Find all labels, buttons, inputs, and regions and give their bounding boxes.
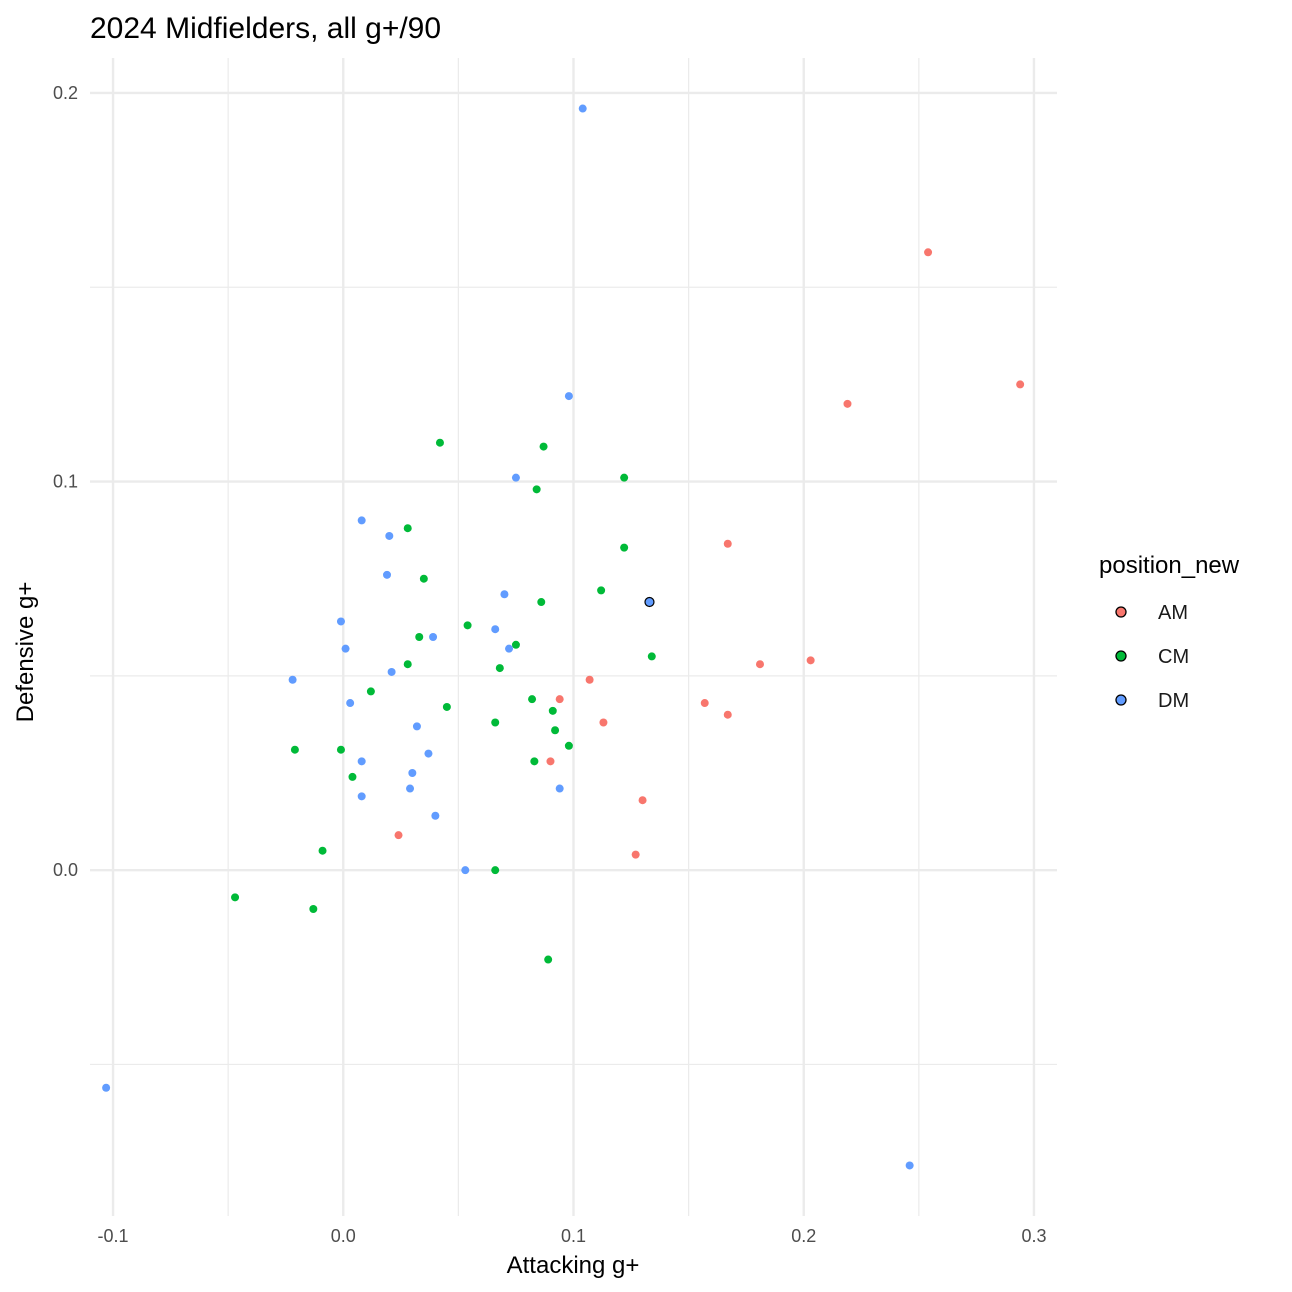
data-point-cm [348,772,357,781]
data-point-cm [231,893,240,902]
data-point-dm [387,667,396,676]
data-point-cm [564,741,573,750]
data-point-am [723,710,732,719]
y-tick-labels: 0.0 0.1 0.2 [53,83,78,880]
data-point-dm [357,516,366,525]
data-point-cm [597,586,606,595]
data-point-dm [424,749,433,758]
y-tick-label: 0.1 [53,472,78,492]
highlighted-point [644,596,655,608]
data-point-dm [564,392,573,401]
data-point-dm [431,811,440,820]
y-tick-label: 0.0 [53,860,78,880]
data-point-dm [408,769,417,778]
data-point-am [755,660,764,669]
data-point-cm [309,905,318,914]
data-point-cm [366,687,375,696]
y-axis-title: Defensive g+ [12,582,39,723]
data-point-dm [357,792,366,801]
data-point-am [546,757,555,766]
data-point-cm [647,652,656,661]
data-point-cm [537,598,546,607]
x-axis-title: Attacking g+ [507,1252,640,1279]
data-point-am [631,850,640,859]
data-point-dm [346,699,355,708]
data-point-dm [412,722,421,731]
data-point-cm [491,718,500,727]
data-point-cm [620,473,629,482]
y-tick-label: 0.2 [53,83,78,103]
x-tick-label: -0.1 [98,1226,129,1246]
data-point-dm [341,644,350,653]
data-point-cm [539,442,548,451]
grid-major [90,58,1057,1216]
data-point-cm [403,524,412,533]
data-point-am [700,699,709,708]
data-point-cm [419,574,428,583]
x-tick-label: 0.0 [331,1226,356,1246]
data-point-dm [578,104,587,113]
data-point-cm [548,706,557,715]
data-point-cm [495,664,504,673]
x-tick-label: 0.1 [561,1226,586,1246]
data-point-dm [500,590,509,599]
x-tick-label: 0.3 [1021,1226,1046,1246]
data-point-dm [511,473,520,482]
data-points [102,104,1025,1170]
data-point-cm [620,543,629,552]
data-point-dm [383,570,392,579]
data-point-cm [551,726,560,735]
data-point-cm [318,846,327,855]
data-point-cm [528,695,537,704]
legend-key-dm [1115,694,1127,706]
data-point-dm [555,784,564,793]
data-point-cm [442,702,451,711]
data-point-dm [357,757,366,766]
data-point-am [1016,380,1025,389]
legend-key-am [1115,606,1127,618]
data-point-dm [288,675,297,684]
data-point-dm [491,625,500,634]
data-point-dm [905,1161,914,1170]
data-point-cm [463,621,472,630]
data-point-am [843,399,852,408]
data-point-cm [544,955,553,964]
data-point-cm [511,640,520,649]
data-point-am [924,248,933,257]
data-point-cm [530,757,539,766]
data-point-am [599,718,608,727]
legend-label-cm: CM [1158,646,1189,668]
data-point-dm [336,617,345,626]
legend-label-am: AM [1158,602,1188,624]
data-point-cm [290,745,299,754]
data-point-cm [415,633,424,641]
legend: position_new AM CM DM [1099,552,1240,712]
data-point-dm [429,633,438,641]
x-tick-labels: -0.1 0.0 0.1 0.2 0.3 [98,1226,1047,1246]
data-point-am [394,831,403,840]
data-point-dm [385,531,394,540]
data-point-am [723,539,732,548]
data-point-dm [461,866,470,875]
data-point-am [555,695,564,704]
legend-title: position_new [1099,552,1240,579]
data-point-cm [532,485,541,494]
data-point-cm [491,866,500,875]
data-point-cm [435,438,444,447]
x-tick-label: 0.2 [791,1226,816,1246]
data-point-dm [406,784,415,793]
legend-label-dm: DM [1158,690,1189,712]
data-point-am [585,675,594,684]
data-point-cm [336,745,345,754]
legend-key-cm [1115,650,1127,662]
data-point-cm [403,660,412,669]
data-point-am [638,796,647,805]
chart-title: 2024 Midfielders, all g+/90 [90,12,441,45]
data-point-dm [505,644,514,653]
data-point-dm [102,1083,111,1092]
data-point-am [806,656,815,665]
